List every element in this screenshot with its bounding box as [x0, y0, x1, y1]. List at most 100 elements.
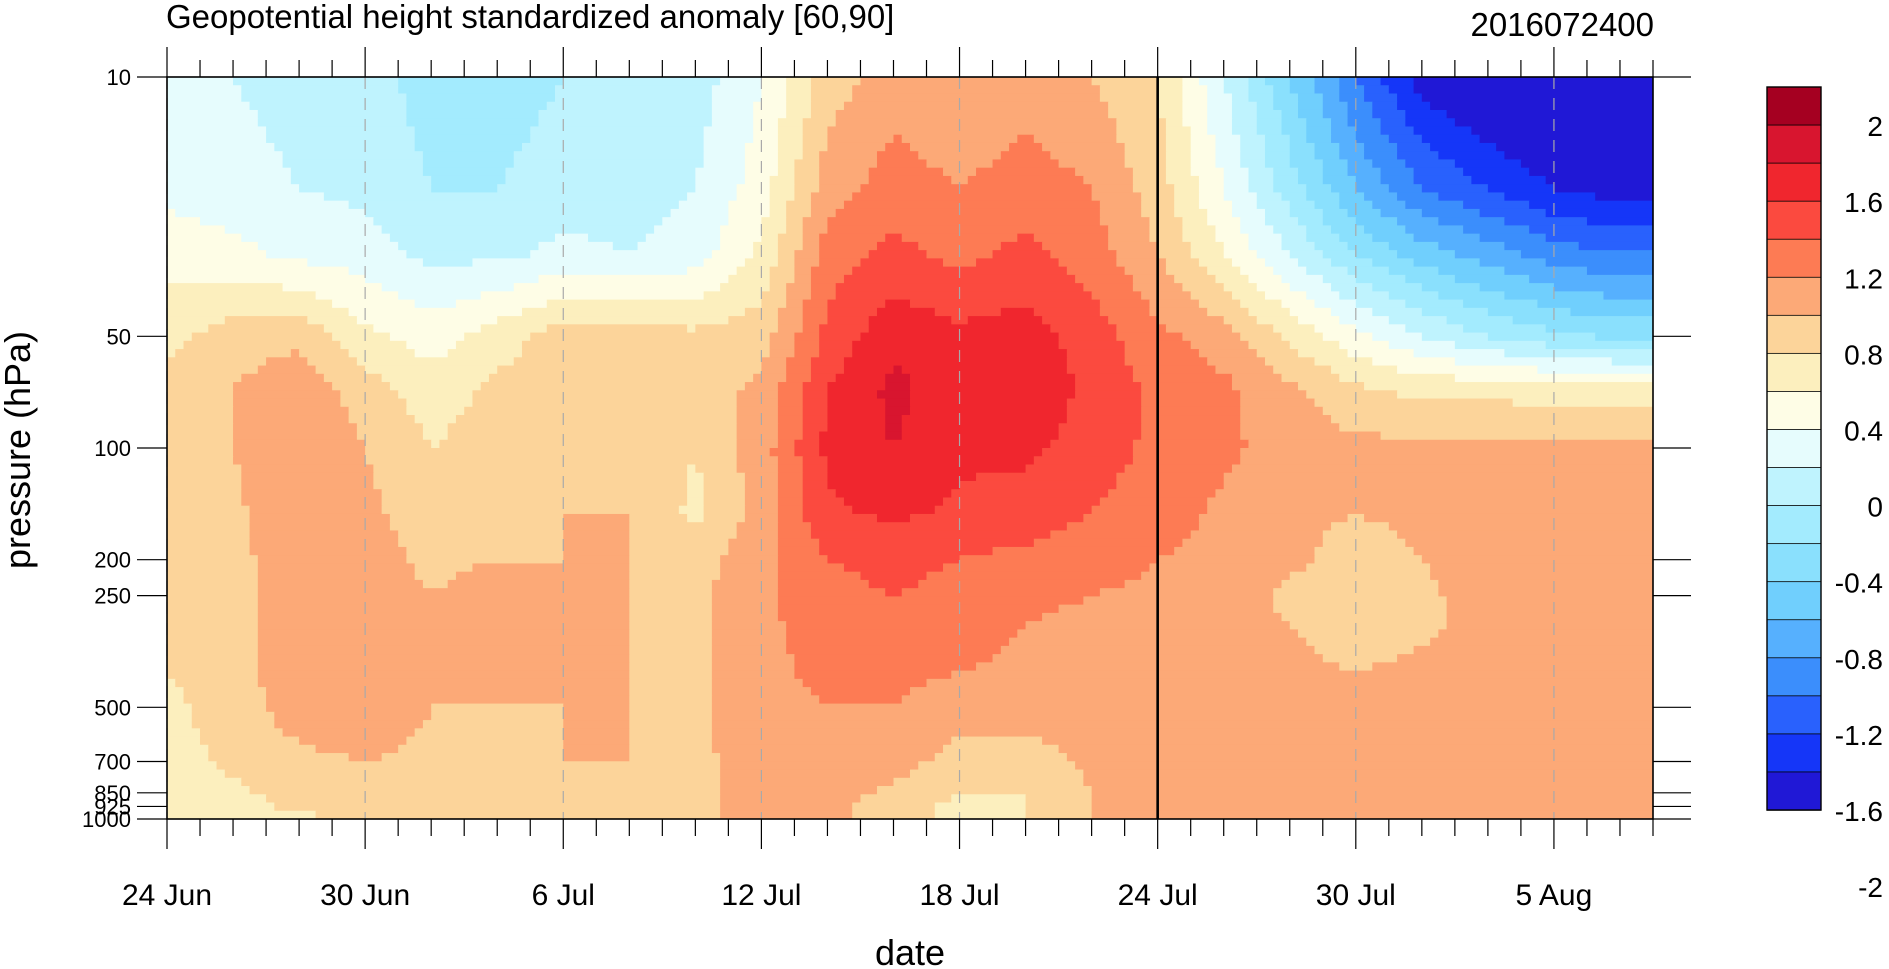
field-cell	[233, 406, 350, 416]
field-cell	[348, 200, 680, 210]
field-cell	[1430, 101, 1653, 111]
colorbar-label: 2	[1867, 111, 1883, 142]
field-cell	[1165, 134, 1192, 144]
field-cell	[1529, 225, 1653, 235]
field-cell	[1240, 217, 1266, 226]
field-cell	[422, 720, 564, 729]
field-cell	[1331, 134, 1357, 144]
field-cell	[1108, 233, 1151, 243]
field-cell	[472, 390, 738, 400]
field-cell	[455, 415, 738, 424]
field-cell	[901, 134, 1018, 144]
field-cell	[1463, 167, 1530, 177]
field-cell	[819, 538, 1035, 548]
field-cell	[1042, 142, 1126, 152]
field-cell	[827, 307, 878, 317]
anomaly-field	[167, 77, 1653, 819]
field-cell	[1215, 142, 1241, 152]
field-cell	[711, 85, 762, 95]
field-cell	[340, 398, 408, 408]
field-cell	[1405, 118, 1456, 128]
field-cell	[720, 794, 862, 804]
field-cell	[257, 678, 630, 688]
field-cell	[1207, 505, 1653, 515]
field-cell	[1223, 192, 1258, 202]
field-cell	[1273, 167, 1299, 177]
field-cell	[794, 670, 952, 680]
field-cell	[1248, 85, 1274, 95]
field-cell	[1083, 769, 1653, 779]
field-cell	[530, 134, 705, 144]
field-cell	[1025, 810, 1093, 819]
field-cell	[398, 530, 564, 540]
field-cell	[860, 258, 944, 268]
field-cell	[720, 777, 895, 787]
field-cell	[1165, 167, 1192, 177]
field-cell	[563, 538, 630, 548]
field-cell	[257, 654, 630, 663]
field-cell	[629, 621, 713, 630]
field-cell	[1347, 167, 1382, 177]
field-cell	[447, 349, 523, 358]
field-cell	[1322, 406, 1653, 416]
field-cell	[1314, 299, 1357, 309]
field-cell	[1446, 596, 1653, 606]
field-cell	[711, 101, 754, 111]
field-cell	[1273, 175, 1299, 185]
field-cell	[1190, 159, 1217, 169]
field-cell	[910, 513, 1084, 523]
field-cell	[1091, 802, 1653, 812]
colorbar-swatch	[1766, 429, 1822, 469]
field-cell	[1165, 151, 1192, 161]
field-cell	[1215, 134, 1241, 144]
field-cell	[1066, 406, 1142, 416]
field-cell	[365, 456, 738, 466]
field-cell	[1388, 266, 1439, 276]
field-cell	[167, 134, 267, 144]
field-cell	[992, 546, 1175, 556]
field-cell	[1050, 324, 1117, 334]
field-cell	[819, 175, 870, 185]
field-cell	[1322, 250, 1357, 259]
field-cell	[629, 728, 713, 738]
field-cell	[720, 769, 911, 779]
field-cell	[398, 85, 556, 95]
field-cell	[1157, 241, 1192, 251]
y-tick-label: 850	[94, 781, 131, 806]
field-cell	[777, 415, 804, 424]
field-cell	[629, 563, 721, 573]
field-cell	[711, 596, 779, 606]
field-cell	[257, 571, 416, 581]
field-cell	[1339, 85, 1365, 95]
field-cell	[695, 324, 779, 334]
field-cell	[538, 274, 729, 284]
field-cell	[819, 233, 886, 243]
field-cell	[167, 365, 259, 375]
field-cell	[629, 571, 721, 581]
field-cell	[967, 175, 1084, 185]
field-cell	[1438, 266, 1505, 276]
field-cell	[1223, 77, 1250, 86]
field-cell	[257, 637, 630, 647]
field-cell	[1430, 637, 1653, 647]
field-cell	[389, 513, 564, 523]
field-cell	[1240, 448, 1653, 457]
field-cell	[802, 324, 820, 334]
field-cell	[1025, 802, 1093, 812]
field-cell	[1397, 93, 1423, 103]
field-cell	[1108, 489, 1217, 499]
field-cell	[167, 266, 350, 276]
field-cell	[711, 678, 804, 688]
field-cell	[1141, 291, 1192, 301]
field-cell	[703, 258, 746, 268]
field-cell	[563, 522, 630, 532]
field-cell	[1372, 283, 1423, 292]
field-cell	[1314, 85, 1340, 95]
field-cell	[1075, 274, 1134, 284]
field-cell	[175, 349, 292, 358]
field-cell	[1165, 142, 1192, 152]
field-cell	[1207, 101, 1233, 111]
field-cell	[934, 753, 1068, 762]
